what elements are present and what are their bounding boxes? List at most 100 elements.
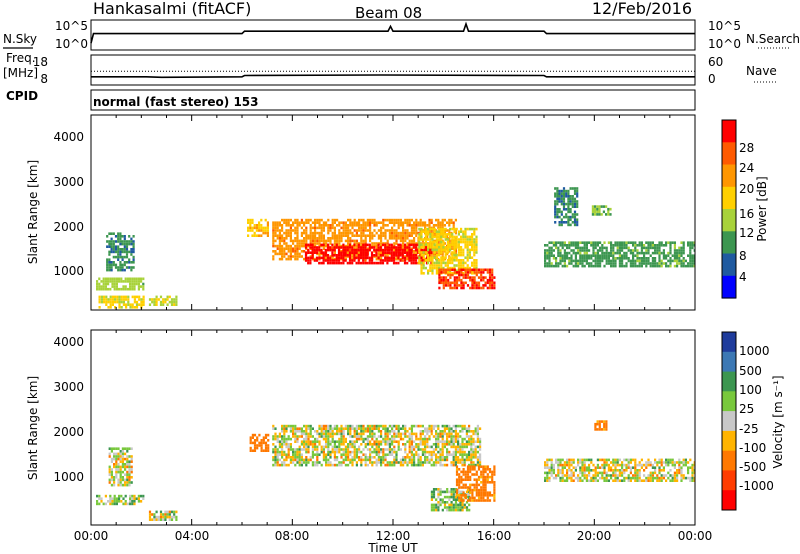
velocity-cell [480,481,483,484]
power-cell [471,240,474,244]
velocity-cell [474,450,477,454]
power-cell [579,259,582,263]
velocity-cell [552,476,555,480]
power-cell [488,284,492,287]
velocity-cell [264,446,268,450]
power-cell [406,234,409,237]
velocity-cell [581,471,584,475]
power-cell [673,264,676,268]
power-cell [382,224,385,227]
power-cell [444,238,447,241]
vel-cbar-tick-500: 500 [739,364,762,378]
velocity-cell [318,440,321,443]
power-cell [468,235,471,239]
power-cell [110,248,113,251]
velocity-cell [419,463,422,467]
velocity-cell [393,456,396,459]
power-cell [289,234,292,237]
power-cell [364,243,367,247]
velocity-cell [476,430,479,433]
velocity-cell [459,458,462,462]
power-cell [669,246,672,250]
power-cell [568,251,571,255]
velocity-cell [482,465,485,468]
power-cell [460,246,463,249]
power-cell [599,259,602,263]
velocity-cell [673,476,676,480]
power-cell [362,261,365,265]
power-cell [106,235,109,238]
velocity-cell [475,470,478,474]
power-cell [364,251,367,254]
velocity-cell [461,461,464,464]
velocity-cell [621,463,624,467]
power-cell [116,295,119,299]
velocity-cell [566,469,569,472]
power-cell [420,235,423,239]
power-cell [129,306,132,309]
power-cell [109,287,112,291]
power-cell [548,254,551,257]
velocity-cell [424,458,427,462]
power-cell [418,227,421,231]
velocity-cell [415,445,418,449]
velocity-cell [251,441,254,445]
power-cell [691,257,694,260]
power-cell [616,241,619,244]
power-cell [314,226,317,230]
power-cell [656,246,659,250]
power-cell [629,262,632,265]
power-cell [555,241,558,244]
power-cell [466,240,469,244]
power-cell [366,261,369,265]
velocity-cell [395,427,398,430]
power-cell [488,278,492,282]
power-cell [689,257,692,260]
power-cell [605,213,608,216]
velocity-cell [373,435,376,438]
power-cell [311,242,314,245]
power-cell [289,226,292,230]
power-cell [585,262,588,265]
power-cell [121,240,124,243]
power-cell [108,242,111,246]
power-cell [446,251,449,254]
power-cbar-tick-24: 24 [739,161,754,175]
power-cell [623,264,626,268]
power-cell [300,231,303,235]
power-cell [318,218,321,222]
velocity-cell [395,424,398,428]
velocity-cell [164,518,167,521]
power-cell [368,256,371,260]
beam-title: Beam 08 [355,4,422,22]
power-cell [447,284,450,287]
velocity-cell [133,494,136,498]
power-colorbar-swatch [722,253,736,277]
velocity-cell [477,491,481,494]
power-cell [583,254,586,257]
velocity-cell [566,471,569,475]
power-cell [600,205,603,208]
velocity-cell [164,515,167,519]
power-cell [596,210,599,214]
power-cell [348,254,352,257]
velocity-cell [358,450,361,454]
power-cell [579,257,582,260]
power-cell [561,264,564,268]
velocity-cell [115,502,118,506]
velocity-cell [404,430,407,433]
velocity-cell [594,476,597,480]
power-cell [680,262,683,265]
velocity-cell [353,450,356,454]
power-cell [392,251,396,254]
power-cell [253,224,256,227]
power-cell [449,286,452,290]
power-cell [247,218,250,222]
velocity-cell [380,432,383,436]
velocity-cell [289,456,292,459]
power-cell [556,208,559,211]
power-cell [338,221,341,224]
velocity-cell [651,463,654,467]
velocity-cell [480,499,483,502]
power-cell [133,295,136,299]
